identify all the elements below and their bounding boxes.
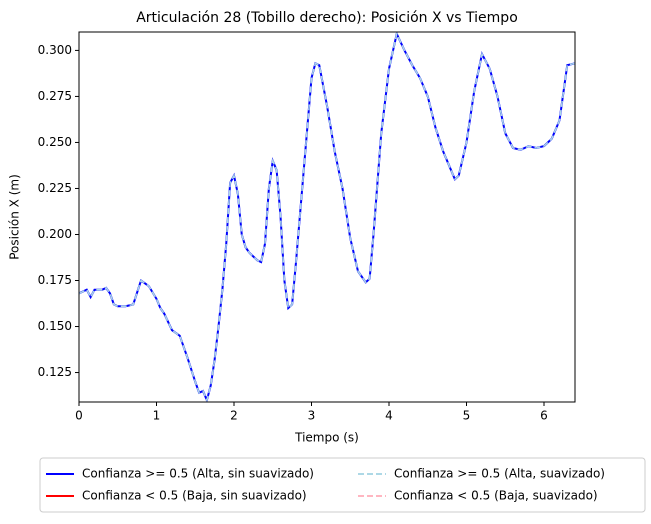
legend-label: Confianza < 0.5 (Baja, suavizado)	[394, 489, 598, 503]
legend-label: Confianza >= 0.5 (Alta, sin suavizado)	[82, 467, 314, 481]
legend-box	[39, 457, 646, 513]
y-tick-label: 0.150	[38, 319, 72, 333]
y-tick-label: 0.275	[38, 89, 72, 103]
series-line	[79, 32, 575, 402]
legend-label: Confianza < 0.5 (Baja, sin suavizado)	[82, 489, 307, 503]
x-tick-label: 1	[153, 409, 161, 423]
x-tick-label: 0	[75, 409, 83, 423]
chart-title: Articulación 28 (Tobillo derecho): Posic…	[136, 10, 518, 26]
y-tick-label: 0.175	[38, 273, 72, 287]
x-tick-label: 3	[308, 409, 316, 423]
x-tick-label: 5	[463, 409, 471, 423]
x-tick-label: 6	[540, 409, 548, 423]
y-tick-label: 0.300	[38, 43, 72, 57]
x-axis-label: Tiempo (s)	[294, 431, 359, 445]
x-tick-label: 4	[385, 409, 393, 423]
y-tick-label: 0.125	[38, 365, 72, 379]
y-axis-label: Posición X (m)	[8, 174, 22, 260]
legend-label: Confianza >= 0.5 (Alta, suavizado)	[394, 467, 605, 481]
series-line	[79, 32, 575, 402]
x-tick-label: 2	[230, 409, 238, 423]
y-tick-label: 0.225	[38, 181, 72, 195]
y-tick-label: 0.250	[38, 135, 72, 149]
plot-frame	[78, 31, 576, 403]
y-tick-label: 0.200	[38, 227, 72, 241]
